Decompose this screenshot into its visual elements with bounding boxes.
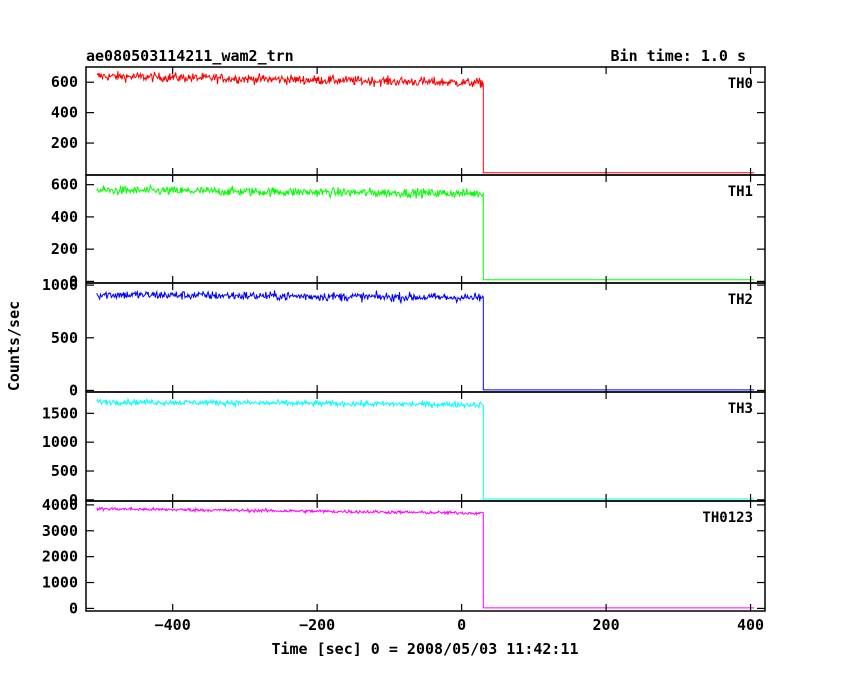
series-line-th1 <box>96 183 755 281</box>
y-tick-label: 1500 <box>42 404 78 422</box>
x-tick-label: −200 <box>299 616 335 634</box>
y-tick-label: 2000 <box>42 548 78 566</box>
panel-th1: 0 200 400 600 TH1 <box>51 174 766 290</box>
panel-frame <box>85 391 766 502</box>
y-tick-label: 500 <box>51 462 78 480</box>
y-tick-label: 1000 <box>42 276 78 294</box>
x-tick-label: 0 <box>457 616 466 634</box>
y-tick-label: 4000 <box>42 496 78 514</box>
x-axis-title: Time [sec] 0 = 2008/05/03 11:42:11 <box>271 640 578 658</box>
y-tick-label: 3000 <box>42 522 78 540</box>
panel-frame <box>85 500 766 612</box>
y-tick-label: 600 <box>51 176 78 194</box>
y-tick-label: 0 <box>69 599 78 617</box>
panel-th0: 200 400 600 TH0 <box>51 66 766 176</box>
y-tick-label: 500 <box>51 329 78 347</box>
y-tick-label: 200 <box>51 134 78 152</box>
panel-th3: 0 500 1000 1500 TH3 <box>42 391 766 509</box>
panel-label-th1: TH1 <box>728 184 753 200</box>
panels-layer: 200 400 600 TH0 0 200 400 600 TH1 0 500 1000 TH2 0 500… <box>42 66 766 617</box>
series-line-th2 <box>96 289 755 391</box>
y-tick-label: 0 <box>69 272 78 290</box>
x-tick-label: 200 <box>593 616 620 634</box>
y-tick-label: 1000 <box>42 574 78 592</box>
panel-label-th2: TH2 <box>728 292 753 308</box>
bin-time-label: Bin time: 1.0 s <box>611 47 746 65</box>
y-tick-label: 0 <box>69 381 78 399</box>
y-tick-label: 400 <box>51 208 78 226</box>
y-tick-label: 1000 <box>42 433 78 451</box>
y-axis-title: Counts/sec <box>5 301 23 391</box>
x-axis: −400 −200 0 200 400 <box>155 616 764 634</box>
y-tick-label: 0 <box>69 491 78 509</box>
x-tick-label: 400 <box>737 616 764 634</box>
x-tick-label: −400 <box>155 616 191 634</box>
series-line-th3 <box>96 397 755 500</box>
panel-label-th0123: TH0123 <box>702 510 753 526</box>
y-tick-label: 600 <box>51 73 78 91</box>
y-tick-label: 400 <box>51 104 78 122</box>
chart-title: ae080503114211_wam2_trn <box>86 47 294 65</box>
y-tick-label: 200 <box>51 240 78 258</box>
panel-th2: 0 500 1000 TH2 <box>42 276 766 399</box>
panel-label-th3: TH3 <box>728 401 753 417</box>
series-line-th0123 <box>96 506 755 609</box>
series-line-th0 <box>96 71 755 174</box>
panel-th0123: 0 1000 2000 3000 4000 TH0123 <box>42 496 766 617</box>
panel-label-th0: TH0 <box>728 76 753 92</box>
